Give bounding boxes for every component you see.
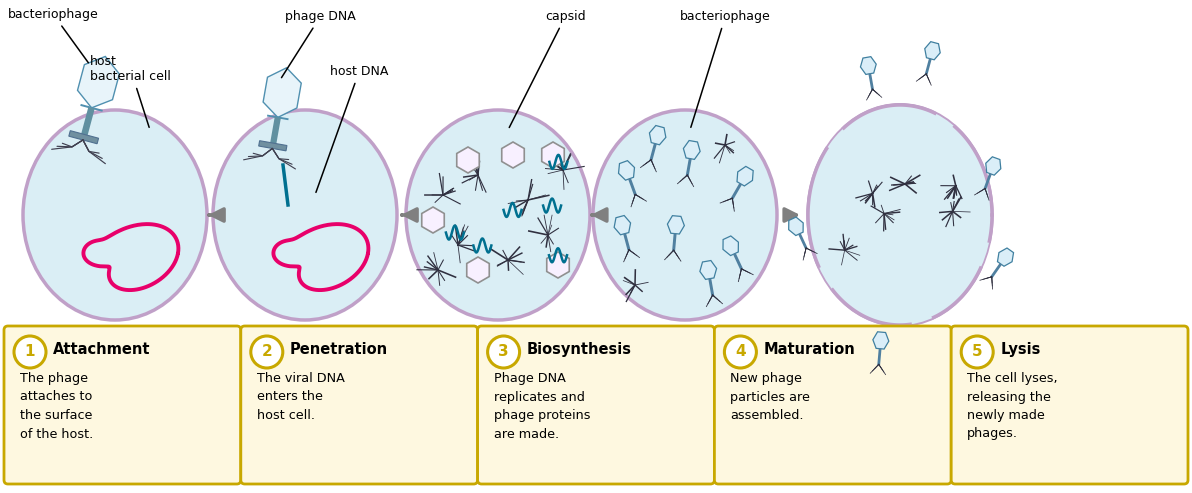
Text: phage DNA: phage DNA (281, 10, 355, 78)
Polygon shape (650, 126, 666, 145)
Polygon shape (986, 157, 1001, 175)
Text: 5: 5 (971, 345, 982, 359)
Text: Lysis: Lysis (1000, 342, 1041, 357)
Text: The viral DNA
enters the
host cell.: The viral DNA enters the host cell. (256, 372, 344, 422)
Text: host DNA: host DNA (316, 65, 389, 192)
Polygon shape (998, 248, 1013, 266)
Text: bacteriophage: bacteriophage (8, 8, 99, 63)
Text: capsid: capsid (509, 10, 585, 128)
Text: host
bacterial cell: host bacterial cell (91, 55, 170, 127)
FancyBboxPatch shape (241, 326, 478, 484)
Polygon shape (422, 207, 445, 233)
Circle shape (250, 336, 283, 368)
Polygon shape (263, 68, 302, 117)
Text: Penetration: Penetration (290, 342, 387, 357)
FancyBboxPatch shape (478, 326, 714, 484)
Polygon shape (861, 57, 876, 74)
Text: Biosynthesis: Biosynthesis (527, 342, 632, 357)
Ellipse shape (23, 110, 207, 320)
Polygon shape (683, 141, 700, 159)
Polygon shape (619, 161, 634, 180)
Circle shape (725, 336, 757, 368)
Circle shape (961, 336, 993, 368)
FancyBboxPatch shape (4, 326, 241, 484)
Polygon shape (925, 42, 940, 60)
Text: Attachment: Attachment (52, 342, 150, 357)
FancyBboxPatch shape (714, 326, 951, 484)
Circle shape (488, 336, 520, 368)
Text: 3: 3 (498, 345, 509, 359)
Polygon shape (467, 257, 489, 283)
Polygon shape (668, 215, 684, 234)
Ellipse shape (808, 105, 992, 325)
Ellipse shape (213, 110, 397, 320)
Circle shape (14, 336, 46, 368)
Polygon shape (457, 147, 479, 173)
Polygon shape (700, 260, 716, 280)
Polygon shape (547, 252, 570, 278)
Polygon shape (541, 142, 564, 168)
Text: New phage
particles are
assembled.: New phage particles are assembled. (731, 372, 811, 422)
Polygon shape (614, 215, 631, 235)
Polygon shape (873, 332, 889, 349)
Polygon shape (77, 57, 119, 108)
Polygon shape (724, 236, 738, 255)
Text: 4: 4 (735, 345, 746, 359)
Polygon shape (502, 142, 524, 168)
Polygon shape (69, 131, 99, 144)
Text: 1: 1 (25, 345, 36, 359)
Text: 2: 2 (261, 345, 272, 359)
Text: Maturation: Maturation (763, 342, 855, 357)
Ellipse shape (592, 110, 777, 320)
Polygon shape (737, 167, 753, 186)
Polygon shape (789, 217, 803, 236)
Text: The cell lyses,
releasing the
newly made
phages.: The cell lyses, releasing the newly made… (967, 372, 1057, 441)
FancyBboxPatch shape (951, 326, 1188, 484)
Polygon shape (259, 141, 287, 151)
Text: The phage
attaches to
the surface
of the host.: The phage attaches to the surface of the… (20, 372, 93, 441)
Text: bacteriophage: bacteriophage (679, 10, 771, 127)
Ellipse shape (406, 110, 590, 320)
Ellipse shape (808, 105, 992, 325)
Text: Phage DNA
replicates and
phage proteins
are made.: Phage DNA replicates and phage proteins … (493, 372, 590, 441)
